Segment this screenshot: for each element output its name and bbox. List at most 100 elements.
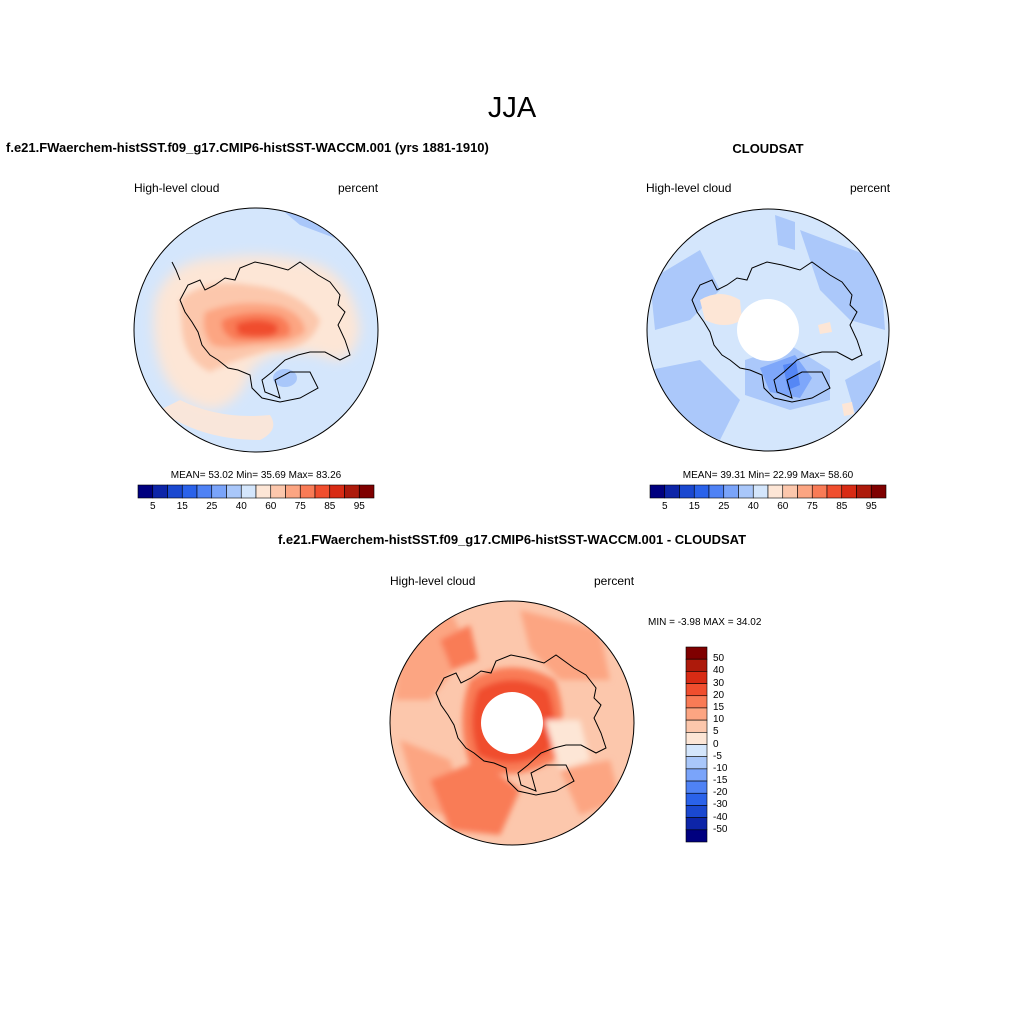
obs-colorbar-box-1 [664, 484, 680, 499]
obs-colorbar-box-2 [679, 484, 695, 499]
diff-colorbar-label-9: -10 [713, 762, 728, 774]
diff-colorbar-box-7 [685, 732, 708, 745]
model-colorbar-label-2: 25 [206, 501, 218, 512]
obs-colorbar-box-11 [811, 484, 828, 499]
diff-colorbar-label-6: 5 [713, 726, 719, 738]
diff-units-label: percent [594, 574, 635, 588]
diff-colorbar-label-8: -5 [713, 750, 722, 762]
model-colorbar-label-4: 60 [265, 501, 277, 512]
model-colorbar-label-1: 15 [176, 501, 188, 512]
obs-colorbar-label-6: 85 [836, 501, 848, 512]
obs-colorbar-label-5: 75 [806, 501, 818, 512]
model-field-region-mid-2 [160, 400, 274, 440]
diff-colorbar [685, 646, 708, 843]
obs-colorbar-box-9 [782, 484, 798, 499]
diff-map-border [389, 600, 635, 846]
obs-colorbar-label-1: 15 [688, 501, 700, 512]
diff-colorbar-label-12: -30 [713, 799, 728, 811]
diff-colorbar-box-11 [685, 780, 708, 794]
diff-variable-label: High-level cloud [390, 574, 476, 588]
obs-colorbar-box-0 [649, 484, 666, 499]
model-field-region-high-4 [236, 320, 278, 337]
obs-colorbar-box-12 [826, 484, 843, 499]
diff-colorbar-label-14: -50 [713, 823, 728, 835]
obs-field-region-1 [650, 250, 720, 330]
model-peninsula-coast [171, 261, 181, 281]
diff-field-region-7 [440, 625, 478, 670]
obs-variable-label: High-level cloud [646, 181, 732, 195]
obs-field-region-small-high-2 [842, 402, 854, 416]
diff-colorbar-box-9 [685, 756, 708, 770]
diff-colorbar-box-15 [685, 829, 708, 843]
obs-panel-title: CLOUDSAT [732, 141, 804, 156]
obs-coastline [691, 261, 863, 403]
diff-colorbar-label-7: 0 [713, 738, 719, 750]
model-colorbar-label-3: 40 [235, 501, 247, 512]
obs-field-region-small-high [818, 322, 832, 334]
model-colorbar [137, 484, 375, 499]
model-panel-title: f.e21.FWaerchem-histSST.f09_g17.CMIP6-hi… [6, 140, 489, 155]
model-variable-label: High-level cloud [134, 181, 220, 195]
diff-colorbar-box-6 [685, 719, 708, 733]
diff-colorbar-label-2: 30 [713, 677, 725, 689]
model-colorbar-box-4 [196, 484, 213, 499]
obs-colorbar-box-13 [841, 484, 857, 499]
diff-colorbar-box-12 [685, 792, 708, 806]
obs-units-label: percent [850, 181, 891, 195]
model-colorbar-box-0 [137, 484, 154, 499]
diff-colorbar-box-4 [685, 695, 708, 709]
model-colorbar-box-3 [181, 484, 198, 499]
diff-polar-map [389, 600, 635, 846]
diff-colorbar-label-5: 10 [713, 714, 725, 726]
diff-colorbar-label-13: -40 [713, 811, 728, 823]
model-colorbar-box-2 [167, 484, 183, 499]
model-colorbar-box-13 [329, 484, 345, 499]
obs-colorbar-box-3 [693, 484, 710, 499]
obs-colorbar-box-15 [870, 484, 887, 499]
model-colorbar-label-7: 95 [353, 501, 365, 512]
obs-colorbar-box-6 [738, 484, 754, 499]
obs-field-region-7 [775, 215, 795, 250]
model-colorbar-box-5 [211, 484, 227, 499]
obs-colorbar-label-0: 5 [661, 501, 668, 512]
obs-polar-map [646, 208, 890, 452]
diff-colorbar-box-8 [685, 744, 708, 757]
obs-colorbar-box-14 [856, 484, 872, 499]
model-coastline [179, 261, 351, 403]
diff-missing-data-hole [481, 692, 543, 754]
obs-stats: MEAN= 39.31 Min= 22.99 Max= 58.60 [682, 470, 854, 481]
diff-colorbar-label-4: 15 [713, 701, 725, 713]
diff-panel-title: f.e21.FWaerchem-histSST.f09_g17.CMIP6-hi… [277, 532, 747, 547]
diff-colorbar-label-10: -15 [713, 775, 728, 787]
obs-colorbar [649, 484, 887, 499]
obs-colorbar-box-5 [723, 484, 739, 499]
obs-colorbar-box-8 [767, 484, 784, 499]
obs-colorbar-box-7 [752, 484, 769, 499]
model-polar-map [133, 207, 379, 453]
main-title: JJA [487, 92, 537, 124]
diff-coastline [435, 654, 607, 796]
obs-colorbar-label-7: 95 [865, 501, 877, 512]
model-colorbar-box-12 [314, 484, 331, 499]
model-colorbar-label-6: 85 [324, 501, 336, 512]
diff-colorbar-box-1 [685, 658, 708, 672]
model-stats: MEAN= 53.02 Min= 35.69 Max= 83.26 [170, 470, 342, 481]
model-field-region-ross-low [273, 369, 297, 387]
model-colorbar-box-14 [344, 484, 360, 499]
model-colorbar-box-9 [270, 484, 286, 499]
obs-field-region-peninsula-high [700, 294, 742, 325]
model-colorbar-box-11 [299, 484, 316, 499]
diff-colorbar-label-0: 50 [713, 653, 725, 665]
model-colorbar-box-10 [285, 484, 301, 499]
obs-colorbar-label-4: 60 [777, 501, 789, 512]
diff-field-region-4 [430, 760, 520, 835]
model-colorbar-box-6 [226, 484, 242, 499]
obs-colorbar-label-3: 40 [747, 501, 759, 512]
diff-colorbar-box-3 [685, 683, 708, 697]
diff-colorbar-label-11: -20 [713, 787, 728, 799]
obs-colorbar-label-2: 25 [718, 501, 730, 512]
model-colorbar-box-15 [358, 484, 375, 499]
model-colorbar-box-7 [240, 484, 257, 499]
model-colorbar-label-5: 75 [294, 501, 306, 512]
